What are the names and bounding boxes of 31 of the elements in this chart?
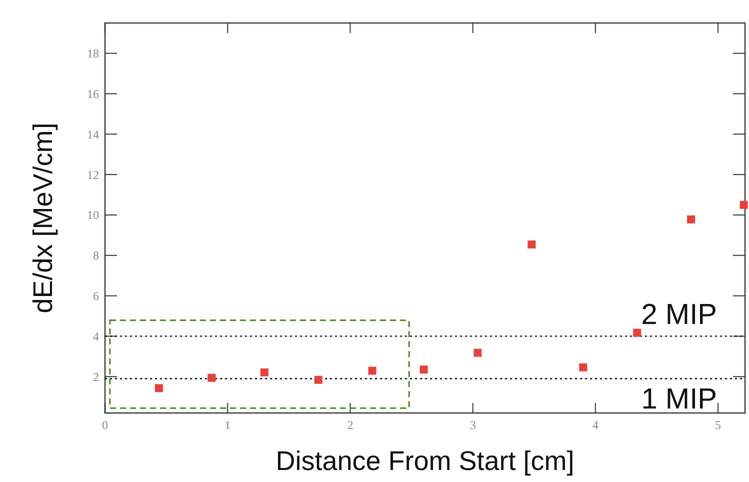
point [368,366,376,375]
point [154,384,163,392]
x-tick-label: 0 [102,418,108,432]
y-tick-label: 8 [93,248,99,263]
y-tick-label: 4 [93,329,99,344]
x-tick-label: 4 [592,418,598,432]
point [474,348,482,357]
point [579,363,588,372]
point [420,366,428,374]
y-tick-label: 12 [87,168,99,182]
y-tick-label: 10 [87,208,99,222]
point [208,374,216,382]
x-axis-title: Distance From Start [cm] [276,446,574,476]
point [633,328,642,337]
y-tick-label: 2 [93,370,99,384]
ref-line-label: 2 MIP [641,299,717,332]
y-tick-label: 16 [87,86,99,101]
point [314,376,322,384]
x-tick-label: 1 [224,418,231,432]
y-tick-label: 6 [93,289,99,303]
x-tick-label: 3 [470,418,476,432]
x-tick-label: 2 [347,418,354,432]
ref-line-label: 1 MIP [641,384,717,416]
y-tick-label: 18 [87,46,99,61]
y-tick-label: 14 [87,127,99,142]
x-tick-label: 5 [715,418,722,432]
point [687,215,696,224]
point [740,200,748,209]
point [260,368,268,376]
point [528,240,536,248]
y-axis-title: dE/dx [MeV/cm] [28,122,58,314]
